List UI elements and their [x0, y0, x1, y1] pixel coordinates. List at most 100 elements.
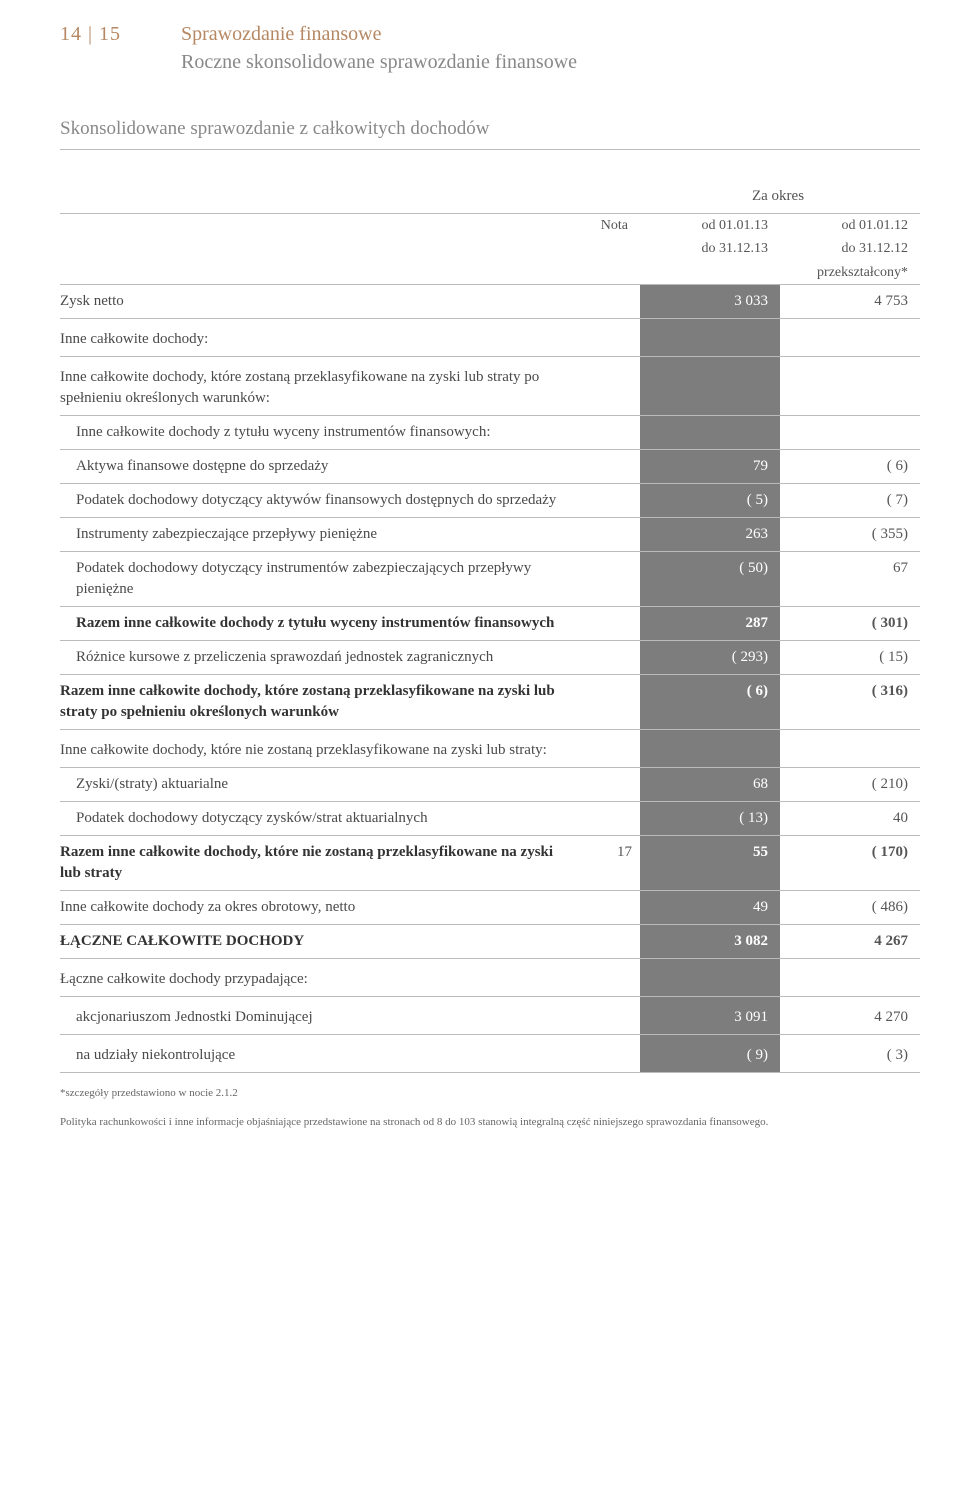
row-nota	[580, 641, 640, 675]
row-nota	[580, 675, 640, 730]
table-row: Instrumenty zabezpieczające przepływy pi…	[60, 518, 920, 552]
col-nota: Nota	[580, 213, 640, 237]
table-row: Inne całkowite dochody, które zostaną pr…	[60, 357, 920, 416]
row-value1: ( 9)	[640, 1035, 780, 1073]
row-label: Inne całkowite dochody:	[60, 319, 580, 357]
footnote-2: Polityka rachunkowości i inne informacje…	[60, 1114, 920, 1131]
page-header: 14 | 15 Sprawozdanie finansowe Roczne sk…	[60, 20, 920, 76]
data-table: Za okres Nota od 01.01.13 od 01.01.12 do…	[60, 180, 920, 1074]
table-row: Podatek dochodowy dotyczący zysków/strat…	[60, 802, 920, 836]
row-nota	[580, 450, 640, 484]
row-value2	[780, 416, 920, 450]
row-nota	[580, 768, 640, 802]
footnote-1: *szczegóły przedstawiono w nocie 2.1.2	[60, 1085, 920, 1102]
header-row3: przekształcony*	[60, 261, 920, 285]
statement-title: Skonsolidowane sprawozdanie z całkowityc…	[60, 116, 920, 150]
row-nota	[580, 1035, 640, 1073]
row-value2: ( 3)	[780, 1035, 920, 1073]
row-value2: ( 170)	[780, 836, 920, 891]
row-value1: 3 033	[640, 285, 780, 319]
row-value2: 4 270	[780, 997, 920, 1035]
row-label: Inne całkowite dochody, które nie zostan…	[60, 730, 580, 768]
table-row: Inne całkowite dochody:	[60, 319, 920, 357]
row-label: Podatek dochodowy dotyczący zysków/strat…	[60, 802, 580, 836]
row-value1	[640, 959, 780, 997]
row-value2: 67	[780, 552, 920, 607]
row-label: Aktywa finansowe dostępne do sprzedaży	[60, 450, 580, 484]
row-label: Inne całkowite dochody za okres obrotowy…	[60, 891, 580, 925]
row-nota: 17	[580, 836, 640, 891]
col-period2-l1: od 01.01.12	[780, 213, 920, 237]
row-value2: ( 486)	[780, 891, 920, 925]
period-row: Za okres	[60, 180, 920, 214]
row-nota	[580, 925, 640, 959]
table-row: akcjonariuszom Jednostki Dominującej3 09…	[60, 997, 920, 1035]
table-row: Podatek dochodowy dotyczący aktywów fina…	[60, 484, 920, 518]
row-value2: 4 267	[780, 925, 920, 959]
row-value1: ( 5)	[640, 484, 780, 518]
row-nota	[580, 891, 640, 925]
row-nota	[580, 484, 640, 518]
row-label: akcjonariuszom Jednostki Dominującej	[60, 997, 580, 1035]
row-label: Zyski/(straty) aktuarialne	[60, 768, 580, 802]
row-value1	[640, 357, 780, 416]
row-value1: 55	[640, 836, 780, 891]
row-nota	[580, 552, 640, 607]
period-label: Za okres	[640, 180, 920, 214]
row-nota	[580, 357, 640, 416]
table-row: Zyski/(straty) aktuarialne 68( 210)	[60, 768, 920, 802]
row-value1: ( 293)	[640, 641, 780, 675]
row-label: Razem inne całkowite dochody z tytułu wy…	[60, 607, 580, 641]
table-row: Inne całkowite dochody za okres obrotowy…	[60, 891, 920, 925]
table-row: Inne całkowite dochody, które nie zostan…	[60, 730, 920, 768]
row-value2	[780, 357, 920, 416]
table-row: Podatek dochodowy dotyczący instrumentów…	[60, 552, 920, 607]
row-label: Podatek dochodowy dotyczący aktywów fina…	[60, 484, 580, 518]
table-row: Razem inne całkowite dochody, które zost…	[60, 675, 920, 730]
row-label: Różnice kursowe z przeliczenia sprawozda…	[60, 641, 580, 675]
table-row: Inne całkowite dochody z tytułu wyceny i…	[60, 416, 920, 450]
table-row: Razem inne całkowite dochody z tytułu wy…	[60, 607, 920, 641]
table-row: Aktywa finansowe dostępne do sprzedaży79…	[60, 450, 920, 484]
row-value1: 263	[640, 518, 780, 552]
page-number: 14 | 15	[60, 20, 121, 76]
row-value2: ( 15)	[780, 641, 920, 675]
header-row: Nota od 01.01.13 od 01.01.12	[60, 213, 920, 237]
row-value2: ( 355)	[780, 518, 920, 552]
row-nota	[580, 607, 640, 641]
row-nota	[580, 997, 640, 1035]
row-value2: ( 316)	[780, 675, 920, 730]
row-value2: 4 753	[780, 285, 920, 319]
row-value1	[640, 730, 780, 768]
row-value1: ( 13)	[640, 802, 780, 836]
row-label: Razem inne całkowite dochody, które nie …	[60, 836, 580, 891]
header-row2: do 31.12.13 do 31.12.12	[60, 237, 920, 261]
col-period1-l2: do 31.12.13	[640, 237, 780, 261]
title-block: Sprawozdanie finansowe Roczne skonsolido…	[181, 20, 577, 76]
page: 14 | 15 Sprawozdanie finansowe Roczne sk…	[0, 0, 960, 1150]
col-period2-l2: do 31.12.12	[780, 237, 920, 261]
row-value1: ( 50)	[640, 552, 780, 607]
table-row: na udziały niekontrolujące( 9)( 3)	[60, 1035, 920, 1073]
row-nota	[580, 730, 640, 768]
row-value2	[780, 319, 920, 357]
table-row: Zysk netto3 0334 753	[60, 285, 920, 319]
row-label: Podatek dochodowy dotyczący instrumentów…	[60, 552, 580, 607]
title-line1: Sprawozdanie finansowe	[181, 20, 577, 48]
row-value2: ( 210)	[780, 768, 920, 802]
row-value2: ( 6)	[780, 450, 920, 484]
row-value2: ( 7)	[780, 484, 920, 518]
col-period1-l1: od 01.01.13	[640, 213, 780, 237]
row-value1: 68	[640, 768, 780, 802]
row-nota	[580, 959, 640, 997]
table-row: Różnice kursowe z przeliczenia sprawozda…	[60, 641, 920, 675]
row-value2: ( 301)	[780, 607, 920, 641]
col-period2-l3: przekształcony*	[780, 261, 920, 285]
title-line2: Roczne skonsolidowane sprawozdanie finan…	[181, 48, 577, 76]
table-row: Razem inne całkowite dochody, które nie …	[60, 836, 920, 891]
row-nota	[580, 285, 640, 319]
table-row: Łączne całkowite dochody przypadające:	[60, 959, 920, 997]
row-value1: 49	[640, 891, 780, 925]
row-label: Razem inne całkowite dochody, które zost…	[60, 675, 580, 730]
row-nota	[580, 518, 640, 552]
